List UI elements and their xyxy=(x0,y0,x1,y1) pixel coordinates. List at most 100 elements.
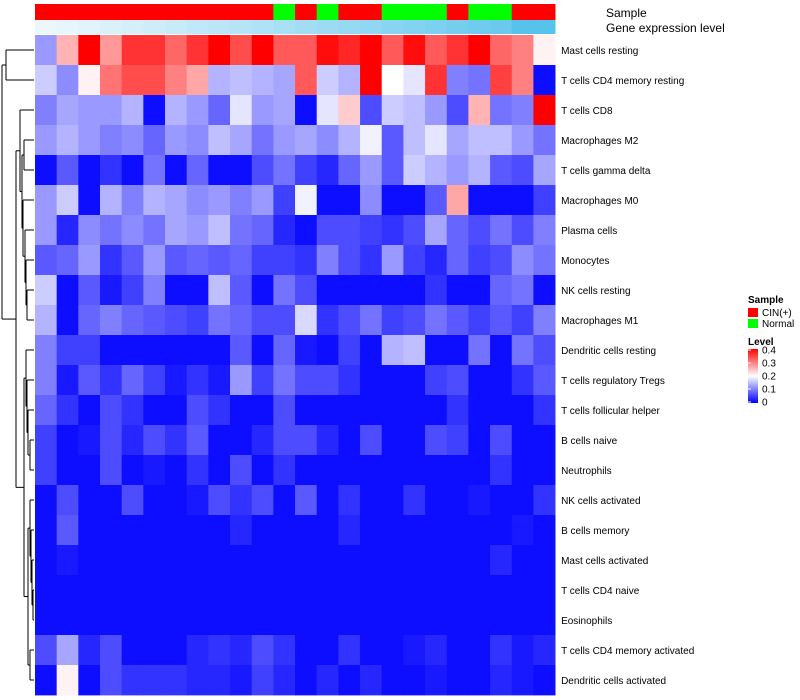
heatmap-cell xyxy=(208,215,231,246)
heatmap-cell xyxy=(56,605,79,636)
heatmap-cell xyxy=(425,305,448,336)
heatmap-cell xyxy=(208,275,231,306)
heatmap-cell xyxy=(403,485,426,516)
heatmap-cell xyxy=(273,185,296,216)
annotation-cell-expression xyxy=(468,20,491,34)
heatmap-cell xyxy=(381,215,404,246)
heatmap-cell xyxy=(165,305,188,336)
heatmap-cell xyxy=(165,635,188,666)
heatmap-cell xyxy=(230,665,253,696)
heatmap-cell xyxy=(403,125,426,156)
heatmap-cell xyxy=(468,395,491,426)
heatmap-cell xyxy=(56,365,79,396)
heatmap-cell xyxy=(165,275,188,306)
heatmap-cell xyxy=(230,95,253,126)
heatmap-cell xyxy=(35,335,58,366)
heatmap-cell xyxy=(230,35,253,66)
annotation-cell-expression xyxy=(381,20,404,34)
heatmap-cell xyxy=(468,305,491,336)
heatmap-cell xyxy=(490,545,513,576)
heatmap-cell xyxy=(403,515,426,546)
heatmap-cell xyxy=(186,125,209,156)
heatmap-cell xyxy=(295,425,318,456)
heatmap-cell xyxy=(186,155,209,186)
annotation-cell-expression xyxy=(273,20,296,34)
annotation-cell-sample xyxy=(35,4,58,20)
heatmap-cell xyxy=(511,605,534,636)
heatmap-cell xyxy=(403,605,426,636)
heatmap-cell xyxy=(186,95,209,126)
heatmap-cell xyxy=(338,275,361,306)
heatmap-cell xyxy=(446,575,469,606)
heatmap-cell xyxy=(273,575,296,606)
heatmap-cell xyxy=(490,65,513,96)
annotation-cell-expression xyxy=(186,20,209,34)
heatmap-cell xyxy=(316,365,339,396)
heatmap-cell xyxy=(143,545,166,576)
row-label: T cells CD4 memory activated xyxy=(561,646,694,657)
heatmap-cell xyxy=(295,515,318,546)
heatmap-cell xyxy=(78,65,101,96)
heatmap-cell xyxy=(78,575,101,606)
heatmap-cell xyxy=(143,665,166,696)
heatmap-cell xyxy=(251,395,274,426)
heatmap-cell xyxy=(251,305,274,336)
annotation-cell-expression xyxy=(165,20,188,34)
heatmap-cell xyxy=(208,545,231,576)
annotation-cell-sample xyxy=(251,4,274,20)
annotation-cell-expression xyxy=(143,20,166,34)
heatmap-cell xyxy=(403,185,426,216)
heatmap-cell xyxy=(533,275,556,306)
heatmap-cell xyxy=(121,125,144,156)
heatmap-cell xyxy=(208,425,231,456)
annotation-cell-sample xyxy=(468,4,491,20)
heatmap-cell xyxy=(230,605,253,636)
heatmap-cell xyxy=(360,275,383,306)
heatmap-cell xyxy=(468,35,491,66)
heatmap-cell xyxy=(533,425,556,456)
heatmap-cell xyxy=(208,635,231,666)
heatmap-cell xyxy=(121,245,144,276)
heatmap-cell xyxy=(403,245,426,276)
heatmap-cell xyxy=(338,455,361,486)
heatmap-cell xyxy=(100,335,123,366)
heatmap-cell xyxy=(360,635,383,666)
annotation-cell-expression xyxy=(316,20,339,34)
heatmap-cell xyxy=(338,185,361,216)
heatmap-cell xyxy=(186,665,209,696)
heatmap-cell xyxy=(425,365,448,396)
heatmap-cell xyxy=(186,275,209,306)
heatmap-cell xyxy=(251,635,274,666)
row-label: T cells CD8 xyxy=(561,106,613,117)
annotation-cell-expression xyxy=(403,20,426,34)
heatmap-cell xyxy=(208,515,231,546)
row-label: Monocytes xyxy=(561,256,609,267)
heatmap-cell xyxy=(446,155,469,186)
heatmap-cell xyxy=(56,335,79,366)
heatmap-cell xyxy=(208,575,231,606)
legend-entry-cin: CIN(+) xyxy=(762,308,792,319)
annotation-cell-sample xyxy=(186,4,209,20)
annotation-label-expression: Gene expression level xyxy=(606,21,725,35)
heatmap-cell xyxy=(208,185,231,216)
annotation-cell-expression xyxy=(121,20,144,34)
heatmap-cell xyxy=(533,95,556,126)
heatmap-cell xyxy=(56,455,79,486)
heatmap-cell xyxy=(251,575,274,606)
heatmap-cell xyxy=(468,245,491,276)
heatmap-cell xyxy=(186,515,209,546)
heatmap-cell xyxy=(100,125,123,156)
row-label: NK cells activated xyxy=(561,496,640,507)
heatmap-cell xyxy=(143,125,166,156)
heatmap-cell xyxy=(403,545,426,576)
heatmap-cell xyxy=(511,395,534,426)
heatmap-cell xyxy=(121,365,144,396)
heatmap-cell xyxy=(143,365,166,396)
heatmap-cell xyxy=(511,485,534,516)
heatmap-cell xyxy=(35,395,58,426)
heatmap-cell xyxy=(186,605,209,636)
row-label: Eosinophils xyxy=(561,616,612,627)
row-label: T cells CD4 naive xyxy=(561,586,640,597)
heatmap-cell xyxy=(121,485,144,516)
